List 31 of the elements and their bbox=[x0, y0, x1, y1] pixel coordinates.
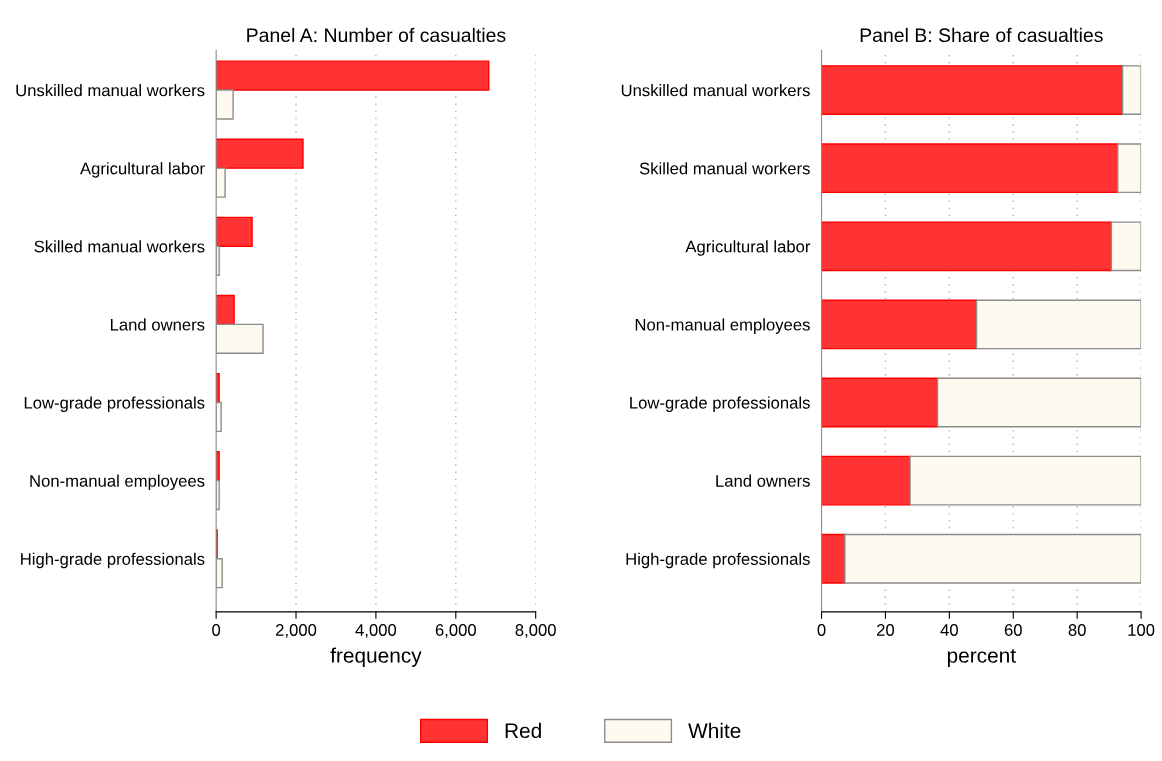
legend-label: White bbox=[688, 722, 741, 739]
x-tick-label: 40 bbox=[940, 624, 958, 636]
x-tick-label: 0 bbox=[212, 624, 221, 636]
x-tick-label: 6,000 bbox=[435, 624, 476, 638]
x-tick-label: 80 bbox=[1068, 624, 1086, 636]
x-tick-label: 60 bbox=[1004, 624, 1022, 636]
y-tick-label: Land owners bbox=[716, 474, 810, 487]
y-tick-label: Agricultural labor bbox=[80, 162, 205, 178]
chart-title: Panel B: Share of casualties bbox=[860, 27, 1103, 43]
x-tick-label: 0 bbox=[817, 624, 826, 636]
y-tick-label: Non-manual employees bbox=[635, 318, 810, 334]
y-tick-label: Land owners bbox=[110, 318, 205, 331]
x-tick-label: 4,000 bbox=[355, 624, 397, 638]
chart-title: Panel A: Number of casualties bbox=[247, 27, 506, 43]
y-tick-label: High-grade professionals bbox=[626, 552, 810, 569]
x-tick-label: 2,000 bbox=[276, 624, 317, 638]
y-tick-label: Unskilled manual workers bbox=[621, 84, 810, 97]
x-tick-label: 8,000 bbox=[515, 624, 556, 638]
y-tick-label: Low-grade professionals bbox=[24, 396, 205, 412]
y-tick-label: Skilled manual workers bbox=[639, 162, 810, 175]
x-axis-title: percent bbox=[947, 649, 1016, 667]
y-tick-label: Skilled manual workers bbox=[34, 240, 205, 253]
y-tick-label: Low-grade professionals bbox=[630, 396, 810, 412]
y-tick-label: Unskilled manual workers bbox=[16, 84, 205, 97]
y-tick-label: Agricultural labor bbox=[685, 240, 811, 256]
y-tick-label: Non-manual employees bbox=[30, 474, 205, 491]
legend-label: Red bbox=[505, 722, 541, 739]
x-tick-label: 20 bbox=[877, 624, 895, 636]
x-tick-label: 100 bbox=[1128, 624, 1155, 636]
y-tick-label: High-grade professionals bbox=[21, 552, 205, 569]
x-axis-title: frequency bbox=[330, 647, 422, 667]
